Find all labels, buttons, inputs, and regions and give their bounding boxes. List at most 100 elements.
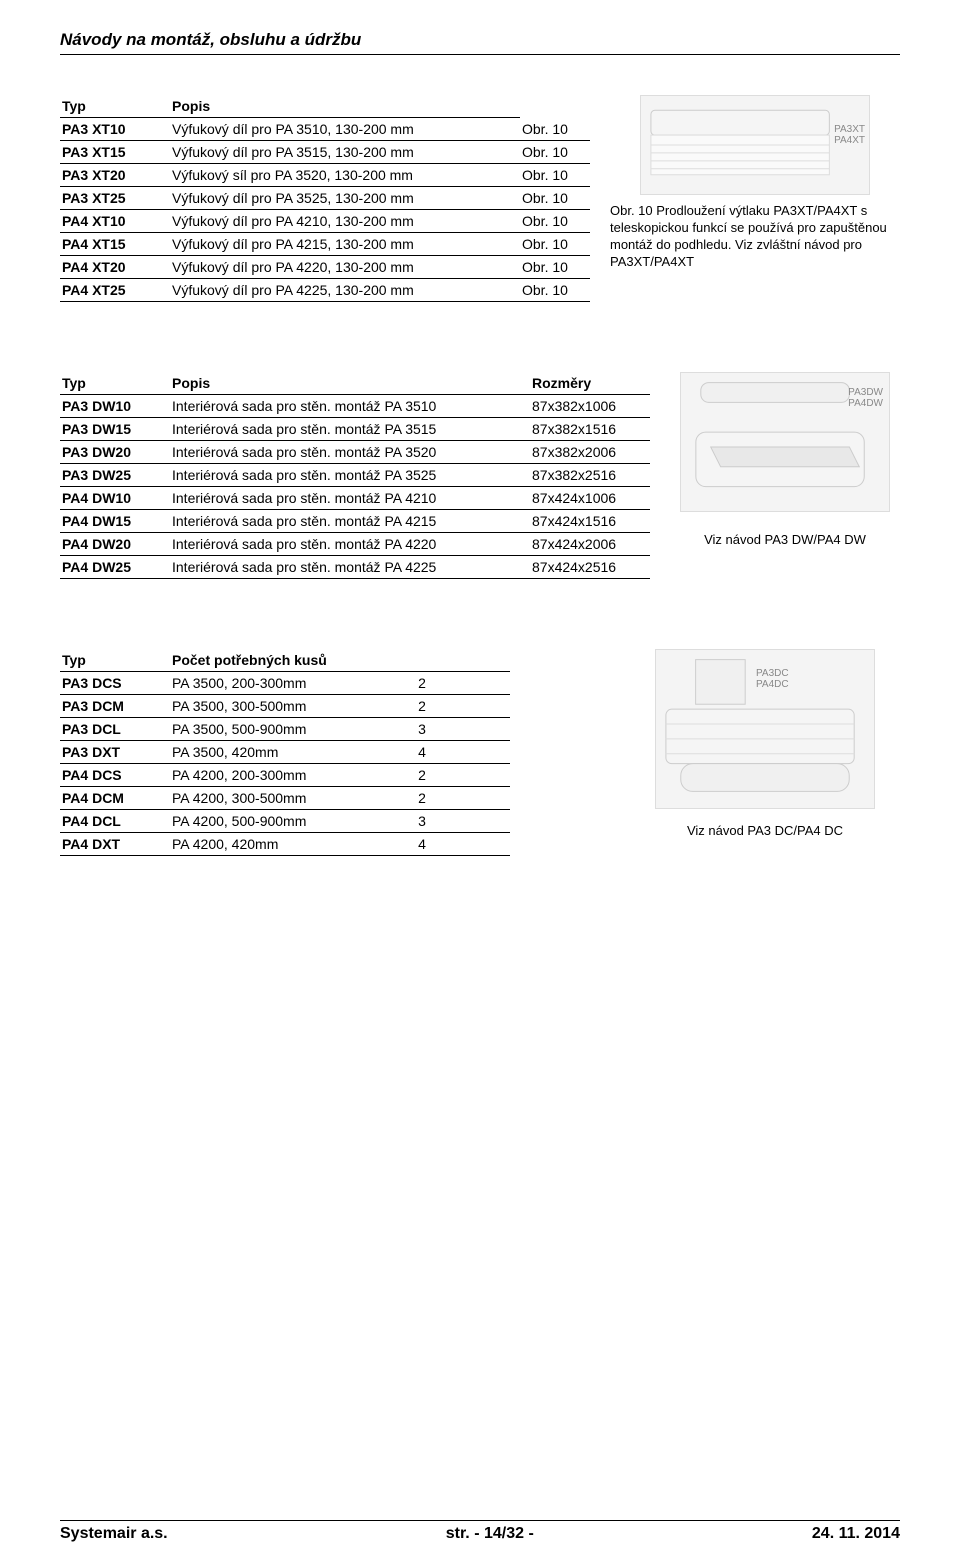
table-row: PA4 XT10Výfukový díl pro PA 4210, 130-20… (60, 210, 590, 233)
table-cell: 87x424x2516 (530, 556, 650, 579)
product-image-dc: PA3DC PA4DC (655, 649, 875, 809)
table-cell: 2 (340, 695, 510, 718)
table-row: PA3 DCLPA 3500, 500-900mm3 (60, 718, 510, 741)
table-row: PA3 XT25Výfukový díl pro PA 3525, 130-20… (60, 187, 590, 210)
table-cell: PA4 DW25 (60, 556, 170, 579)
table-row: PA3 DW10Interiérová sada pro stěn. montá… (60, 395, 650, 418)
footer-center: str. - 14/32 - (446, 1525, 534, 1543)
table-cell: PA4 DCS (60, 764, 170, 787)
table-header: Počet potřebných kusů (170, 649, 510, 672)
table-row: PA3 XT20Výfukový síl pro PA 3520, 130-20… (60, 164, 590, 187)
table-cell: 2 (340, 672, 510, 695)
table-header: Popis (170, 95, 520, 118)
table-cell: Výfukový díl pro PA 3510, 130-200 mm (170, 118, 520, 141)
table-cell: Výfukový díl pro PA 4225, 130-200 mm (170, 279, 520, 302)
table-cell: Obr. 10 (520, 279, 590, 302)
table-row: PA3 DCMPA 3500, 300-500mm2 (60, 695, 510, 718)
table-cell: 4 (340, 833, 510, 856)
table-row: PA4 DXTPA 4200, 420mm4 (60, 833, 510, 856)
table-cell: 3 (340, 810, 510, 833)
page: Návody na montáž, obsluhu a údržbu Typ P… (0, 0, 960, 1563)
table-cell: PA 3500, 500-900mm (170, 718, 340, 741)
figure-dc: PA3DC PA4DC Viz návod PA3 DC/PA4 DC (630, 649, 900, 840)
table-cell: 87x382x2516 (530, 464, 650, 487)
table-header: Typ (60, 649, 170, 672)
table-cell: 87x424x1516 (530, 510, 650, 533)
table-row: PA3 DW15Interiérová sada pro stěn. montá… (60, 418, 650, 441)
table-cell: PA4 XT15 (60, 233, 170, 256)
page-footer: Systemair a.s. str. - 14/32 - 24. 11. 20… (60, 1520, 900, 1543)
image-label: PA3XT PA4XT (834, 124, 865, 146)
table-cell: 87x382x1006 (530, 395, 650, 418)
table-cell: PA3 XT10 (60, 118, 170, 141)
table-cell: PA3 XT20 (60, 164, 170, 187)
figure-caption: Viz návod PA3 DC/PA4 DC (687, 823, 843, 840)
table-cell: PA3 XT25 (60, 187, 170, 210)
table-cell: Interiérová sada pro stěn. montáž PA 421… (170, 510, 530, 533)
table-cell: PA3 DXT (60, 741, 170, 764)
table-header: Popis (170, 372, 530, 395)
table-cell: PA 4200, 200-300mm (170, 764, 340, 787)
table-cell: 4 (340, 741, 510, 764)
table-cell: 87x424x1006 (530, 487, 650, 510)
product-image-xt: PA3XT PA4XT (640, 95, 870, 195)
table-header: Typ (60, 372, 170, 395)
table-row: PA3 XT15Výfukový díl pro PA 3515, 130-20… (60, 141, 590, 164)
table-cell: PA3 DCS (60, 672, 170, 695)
table-cell: Výfukový díl pro PA 4210, 130-200 mm (170, 210, 520, 233)
table-cell: Interiérová sada pro stěn. montáž PA 352… (170, 441, 530, 464)
table-cell: PA 3500, 300-500mm (170, 695, 340, 718)
table-row: PA4 DW15Interiérová sada pro stěn. montá… (60, 510, 650, 533)
image-label: PA3DC PA4DC (756, 668, 789, 690)
table-dw: Typ Popis Rozměry PA3 DW10Interiérová sa… (60, 372, 650, 579)
table-cell: PA4 XT25 (60, 279, 170, 302)
table-cell: PA4 DCM (60, 787, 170, 810)
section-dc: Typ Počet potřebných kusů PA3 DCSPA 3500… (60, 649, 900, 856)
table-cell: PA4 XT10 (60, 210, 170, 233)
table-cell: PA 3500, 200-300mm (170, 672, 340, 695)
table-cell: 87x382x2006 (530, 441, 650, 464)
table-cell: Interiérová sada pro stěn. montáž PA 351… (170, 395, 530, 418)
table-cell: Obr. 10 (520, 187, 590, 210)
table-cell: PA4 DXT (60, 833, 170, 856)
table-cell: Výfukový díl pro PA 3515, 130-200 mm (170, 141, 520, 164)
table-cell: Interiérová sada pro stěn. montáž PA 351… (170, 418, 530, 441)
table-cell: PA3 DCL (60, 718, 170, 741)
figure-caption: Viz návod PA3 DW/PA4 DW (704, 532, 866, 549)
image-label: PA3DW PA4DW (848, 387, 883, 409)
table-cell: PA3 XT15 (60, 141, 170, 164)
table-cell: PA 3500, 420mm (170, 741, 340, 764)
table-cell: PA3 DW15 (60, 418, 170, 441)
figure-xt: PA3XT PA4XT Obr. 10 Prodloužení výtlaku … (610, 95, 900, 271)
table-cell: PA 4200, 500-900mm (170, 810, 340, 833)
table-row: PA3 XT10Výfukový díl pro PA 3510, 130-20… (60, 118, 590, 141)
table-row: PA3 DW20Interiérová sada pro stěn. montá… (60, 441, 650, 464)
table-row: PA4 DW10Interiérová sada pro stěn. montá… (60, 487, 650, 510)
table-cell: Výfukový síl pro PA 3520, 130-200 mm (170, 164, 520, 187)
table-row: PA3 DW25Interiérová sada pro stěn. montá… (60, 464, 650, 487)
table-row: PA3 DXTPA 3500, 420mm4 (60, 741, 510, 764)
table-row: PA4 DCLPA 4200, 500-900mm3 (60, 810, 510, 833)
table-cell: PA3 DW10 (60, 395, 170, 418)
figure-dw: PA3DW PA4DW Viz návod PA3 DW/PA4 DW (670, 372, 900, 549)
table-cell: Obr. 10 (520, 118, 590, 141)
table-cell: PA3 DCM (60, 695, 170, 718)
table-row: PA4 DCMPA 4200, 300-500mm2 (60, 787, 510, 810)
table-cell: Výfukový díl pro PA 4215, 130-200 mm (170, 233, 520, 256)
table-cell: Obr. 10 (520, 141, 590, 164)
table-cell: 2 (340, 764, 510, 787)
table-cell: Obr. 10 (520, 164, 590, 187)
footer-right: 24. 11. 2014 (812, 1525, 900, 1543)
table-row: PA4 XT15Výfukový díl pro PA 4215, 130-20… (60, 233, 590, 256)
table-row: PA4 DW20Interiérová sada pro stěn. montá… (60, 533, 650, 556)
table-row: PA4 DCSPA 4200, 200-300mm2 (60, 764, 510, 787)
table-cell: Interiérová sada pro stěn. montáž PA 421… (170, 487, 530, 510)
section-xt: Typ Popis PA3 XT10Výfukový díl pro PA 35… (60, 95, 900, 302)
product-image-dw: PA3DW PA4DW (680, 372, 890, 512)
table-cell: PA4 DW15 (60, 510, 170, 533)
table-row: PA3 DCSPA 3500, 200-300mm2 (60, 672, 510, 695)
table-cell: Interiérová sada pro stěn. montáž PA 352… (170, 464, 530, 487)
figure-caption: Obr. 10 Prodloužení výtlaku PA3XT/PA4XT … (610, 203, 900, 271)
table-cell: Výfukový díl pro PA 4220, 130-200 mm (170, 256, 520, 279)
footer-left: Systemair a.s. (60, 1525, 168, 1543)
